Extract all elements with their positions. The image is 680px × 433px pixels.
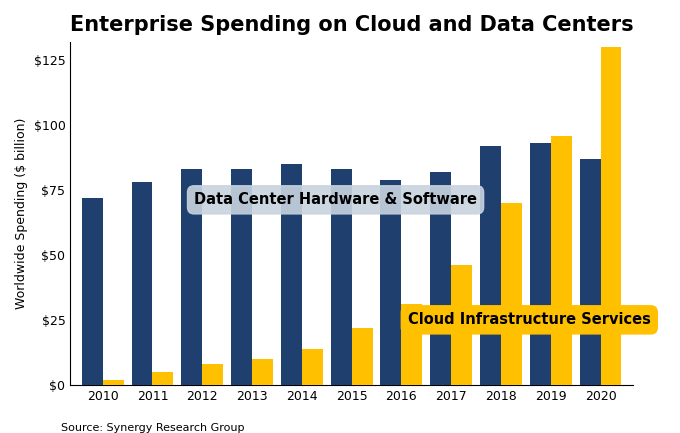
Bar	[352, 328, 373, 385]
Y-axis label: Worldwide Spending ($ billion): Worldwide Spending ($ billion)	[15, 118, 28, 309]
Bar	[103, 380, 124, 385]
Bar	[501, 203, 522, 385]
Bar	[579, 159, 600, 385]
Bar	[152, 372, 173, 385]
Bar	[330, 169, 352, 385]
Bar	[231, 169, 252, 385]
Text: Data Center Hardware & Software: Data Center Hardware & Software	[194, 192, 477, 207]
Bar	[381, 180, 401, 385]
Bar	[600, 47, 622, 385]
Bar	[430, 172, 452, 385]
Bar	[182, 169, 202, 385]
Bar	[401, 304, 422, 385]
Title: Enterprise Spending on Cloud and Data Centers: Enterprise Spending on Cloud and Data Ce…	[70, 15, 634, 35]
Bar	[452, 265, 472, 385]
Bar	[131, 182, 152, 385]
Bar	[82, 198, 103, 385]
Bar	[551, 136, 572, 385]
Bar	[530, 143, 551, 385]
Bar	[302, 349, 323, 385]
Bar	[202, 364, 223, 385]
Text: Source: Synergy Research Group: Source: Synergy Research Group	[61, 423, 245, 433]
Bar	[480, 146, 501, 385]
Text: Cloud Infrastructure Services: Cloud Infrastructure Services	[408, 312, 651, 327]
Bar	[252, 359, 273, 385]
Bar	[281, 164, 302, 385]
